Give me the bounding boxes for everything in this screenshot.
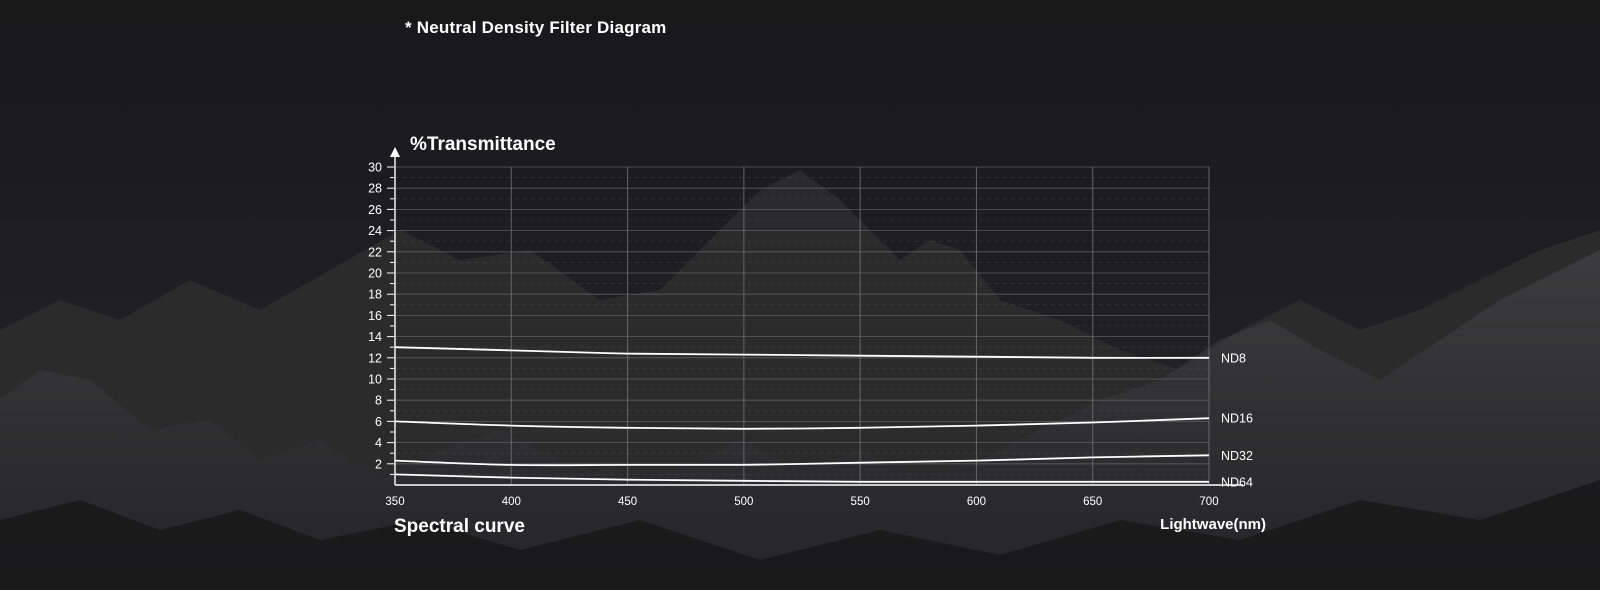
- grid: [395, 166, 1210, 485]
- series-label-nd32: ND32: [1221, 449, 1253, 463]
- x-tick-label: 350: [385, 496, 404, 508]
- y-tick-label: 2: [375, 457, 382, 471]
- x-tick-label: 550: [851, 496, 870, 508]
- y-tick-label: 14: [368, 330, 382, 344]
- axes: [387, 147, 1243, 486]
- y-axis-title: %Transmittance: [410, 134, 556, 155]
- y-tick-label: 22: [368, 245, 382, 259]
- y-tick-label: 4: [375, 436, 382, 450]
- foreground-ridge: [0, 480, 1600, 590]
- y-tick-label: 16: [368, 309, 382, 323]
- chart-caption: Spectral curve: [394, 516, 525, 537]
- x-tick-label: 500: [734, 496, 753, 508]
- x-axis-title: Lightwave(nm): [1160, 516, 1266, 533]
- y-tick-label: 6: [375, 415, 382, 429]
- series-lines: [394, 346, 1210, 483]
- series-label-nd64: ND64: [1221, 475, 1253, 489]
- y-tick-label: 24: [368, 224, 382, 238]
- y-tick-label: 12: [368, 351, 382, 365]
- diagram-note: * Neutral Density Filter Diagram: [405, 18, 667, 37]
- series-label-nd16: ND16: [1221, 412, 1253, 426]
- y-tick-label: 30: [368, 161, 382, 175]
- y-tick-label: 28: [368, 182, 382, 196]
- series-line-nd8: [394, 346, 1210, 359]
- series-label-nd8: ND8: [1221, 351, 1246, 365]
- x-tick-label: 650: [1083, 496, 1102, 508]
- y-tick-label: 26: [368, 203, 382, 217]
- y-tick-label: 8: [375, 394, 382, 408]
- x-tick-label: 450: [618, 496, 637, 508]
- y-tick-label: 18: [368, 288, 382, 302]
- y-tick-label: 20: [368, 267, 382, 281]
- series-line-nd32: [394, 454, 1210, 467]
- series-line-nd64: [394, 473, 1209, 483]
- near-peaks: [0, 250, 1600, 590]
- y-tick-label: 10: [368, 373, 382, 387]
- y-axis-arrow: [390, 147, 400, 157]
- series-line-nd16: [394, 417, 1210, 430]
- x-tick-label: 400: [502, 496, 521, 508]
- x-tick-label: 600: [967, 496, 986, 508]
- x-tick-label: 700: [1199, 496, 1218, 508]
